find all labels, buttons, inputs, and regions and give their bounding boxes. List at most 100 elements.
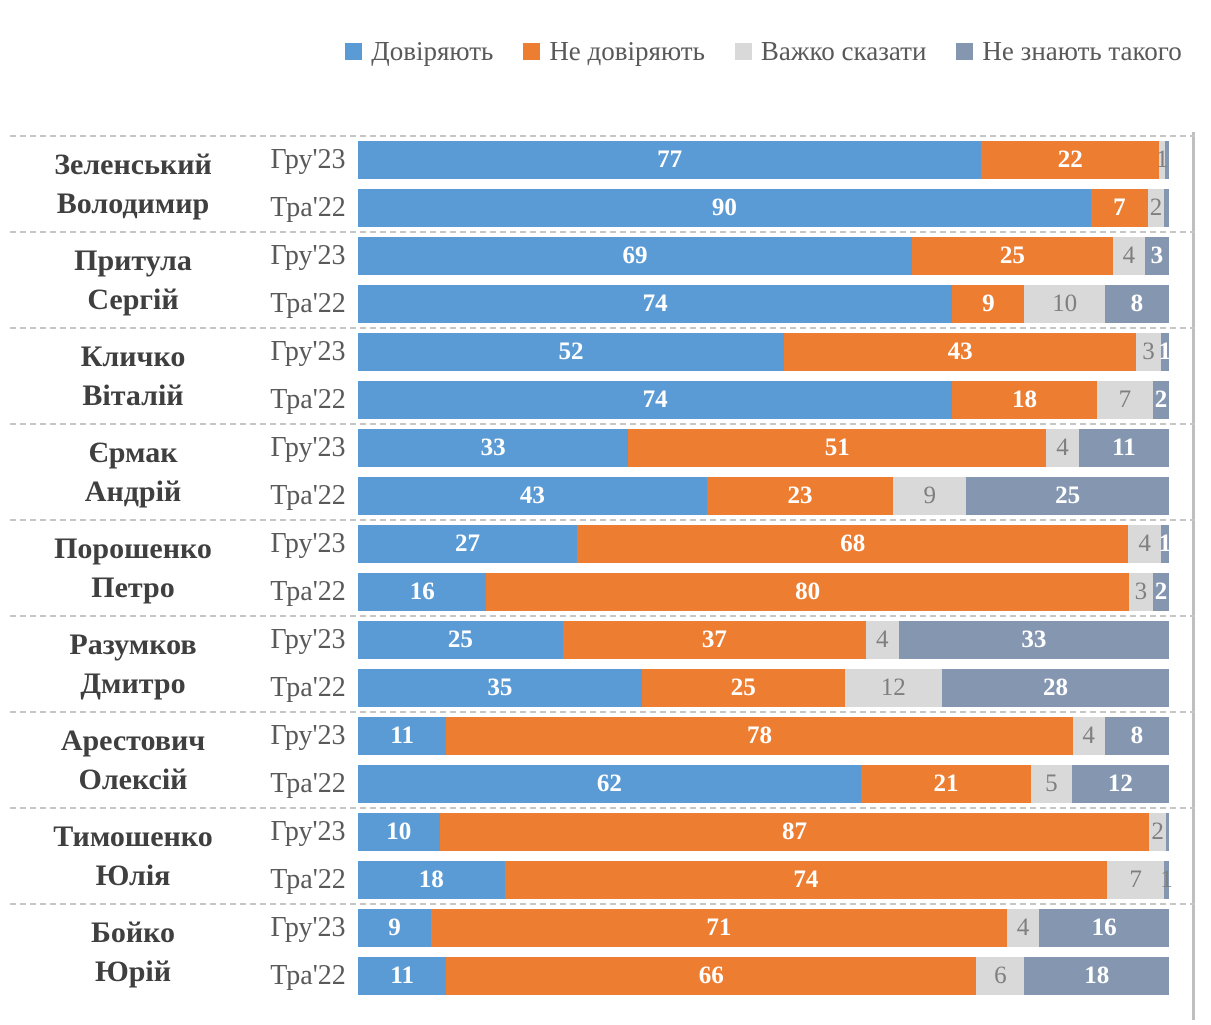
politician-name: Кличко Віталій	[8, 333, 258, 419]
value-label: 77	[657, 146, 683, 173]
value-label: 43	[947, 338, 973, 365]
bar-segment-hard-to-say: 7	[1096, 381, 1153, 419]
stacked-bar-chart: Зеленський Володимир Гру'23 77 22 1 Тра'22 90 7 2…	[8, 132, 1195, 1020]
bar-row: 35 25 12 28	[358, 669, 1169, 707]
bar-segment-distrust: 21	[860, 765, 1032, 803]
bar-segment-dont-know-him: 28	[941, 669, 1169, 707]
value-label: 12	[1107, 770, 1133, 797]
bar-row: 27 68 4 1	[358, 525, 1171, 563]
bar-segment-trust: 69	[358, 237, 913, 275]
bar-segment-dont-know-him: 12	[1071, 765, 1169, 803]
value-label: 1	[1160, 866, 1173, 893]
value-label: 10	[1052, 290, 1078, 317]
period-label: Тра'22	[270, 576, 346, 607]
value-label: 74	[642, 386, 668, 413]
legend-item-dont-know-him: Не знають такого	[956, 34, 1182, 68]
bar-segment-distrust: 25	[912, 237, 1113, 275]
value-label: 16	[1091, 914, 1117, 941]
politician-name-line: Володимир	[56, 187, 210, 220]
bar-segment-dont-know-him: 18	[1024, 957, 1169, 995]
bar-segment-distrust: 22	[981, 141, 1160, 179]
period-label: Гру'23	[270, 144, 346, 175]
bar-segment-hard-to-say: 4	[1112, 237, 1145, 275]
value-label: 52	[558, 338, 584, 365]
bar-segment-trust: 18	[358, 861, 505, 899]
value-label: 4	[1056, 434, 1069, 461]
politician-group: Бойко Юрій Гру'23 9 71 4 16 Тра'22 11 66 6 18	[8, 903, 1195, 1000]
politician-name: Бойко Юрій	[8, 909, 258, 995]
legend-item-trust: Довіряють	[345, 34, 493, 68]
politician-name-line: Юлія	[95, 859, 171, 892]
period-label: Гру'23	[270, 432, 346, 463]
bar-segment-hard-to-say: 10	[1024, 285, 1105, 323]
legend-label-trust: Довіряють	[371, 36, 494, 66]
politician-name: Порошенко Петро	[8, 525, 258, 611]
period-label: Гру'23	[270, 624, 346, 655]
bar-segment-trust: 74	[358, 381, 953, 419]
value-label: 25	[730, 674, 756, 701]
politician-group: Разумков Дмитро Гру'23 25 37 4 33 Тра'22 35 25 12 2…	[8, 615, 1195, 712]
politician-name: Єрмак Андрій	[8, 429, 258, 515]
bar-segment-dont-know-him: 11	[1078, 429, 1169, 467]
bar-segment-trust: 90	[358, 189, 1091, 227]
bar-segment-hard-to-say: 3	[1136, 333, 1161, 371]
value-label: 25	[447, 626, 473, 653]
bar-row: 77 22 1	[358, 141, 1169, 179]
period-label: Тра'22	[270, 384, 346, 415]
politician-name-line: Арестович	[60, 724, 206, 757]
value-label: 1	[1158, 338, 1172, 365]
bar-row: 52 43 3 1	[358, 333, 1172, 371]
politician-name-line: Зеленський	[54, 148, 212, 181]
period-label: Гру'23	[270, 240, 346, 271]
bar-row: 18 74 7 1	[358, 861, 1173, 899]
value-label: 21	[933, 770, 959, 797]
value-label: 25	[1055, 482, 1081, 509]
value-label: 16	[409, 578, 435, 605]
bar-segment-trust: 10	[358, 813, 440, 851]
bar-segment-trust: 52	[358, 333, 784, 371]
bar-segment-dont-know-him: 33	[898, 621, 1169, 659]
bar-segment-dont-know-him	[1164, 141, 1169, 179]
value-label: 80	[795, 578, 821, 605]
bar-segment-dont-know-him: 8	[1104, 717, 1169, 755]
bar-row: 9 71 4 16	[358, 909, 1169, 947]
value-label: 4	[1082, 722, 1095, 749]
bar-segment-dont-know-him: 1	[1159, 525, 1171, 563]
politician-name: Арестович Олексій	[8, 717, 258, 803]
politician-name-line: Віталій	[82, 379, 184, 412]
politician-name-line: Петро	[91, 571, 175, 604]
politician-name-line: Тимошенко	[53, 820, 213, 853]
politician-name: Тимошенко Юлія	[8, 813, 258, 899]
bar-segment-hard-to-say: 9	[893, 477, 967, 515]
value-label: 18	[418, 866, 444, 893]
bar-row: 62 21 5 12	[358, 765, 1169, 803]
politician-group: Тимошенко Юлія Гру'23 10 87 2 Тра'22 18 74 7 1	[8, 807, 1195, 904]
period-label: Тра'22	[270, 864, 346, 895]
value-label: 23	[787, 482, 813, 509]
bar-segment-distrust: 74	[504, 861, 1108, 899]
value-label: 3	[1134, 578, 1148, 605]
bar-segment-dont-know-him: 2	[1152, 381, 1169, 419]
bar-segment-trust: 25	[358, 621, 563, 659]
bar-segment-trust: 9	[358, 909, 431, 947]
bar-segment-distrust: 80	[486, 573, 1129, 611]
value-label: 4	[1138, 530, 1151, 557]
politician-name-line: Юрій	[94, 955, 172, 988]
value-label: 22	[1057, 146, 1083, 173]
bar-segment-hard-to-say: 2	[1149, 813, 1166, 851]
bar-segment-hard-to-say: 3	[1128, 573, 1153, 611]
legend-swatch-distrust	[523, 42, 541, 60]
bar-segment-hard-to-say: 7	[1107, 861, 1165, 899]
bar-segment-dont-know-him: 1	[1158, 333, 1172, 371]
bar-segment-hard-to-say: 4	[1072, 717, 1105, 755]
bar-segment-distrust: 71	[430, 909, 1007, 947]
period-label: Тра'22	[270, 480, 346, 511]
bar-segment-distrust: 43	[783, 333, 1137, 371]
politician-name-line: Дмитро	[80, 667, 186, 700]
value-label: 11	[390, 962, 414, 989]
politician-group: Зеленський Володимир Гру'23 77 22 1 Тра'22 90 7 2	[8, 135, 1195, 232]
right-axis-line	[1192, 132, 1195, 1020]
bar-row: 74 9 10 8	[358, 285, 1169, 323]
bar-segment-hard-to-say: 4	[865, 621, 899, 659]
bar-segment-distrust: 78	[446, 717, 1073, 755]
